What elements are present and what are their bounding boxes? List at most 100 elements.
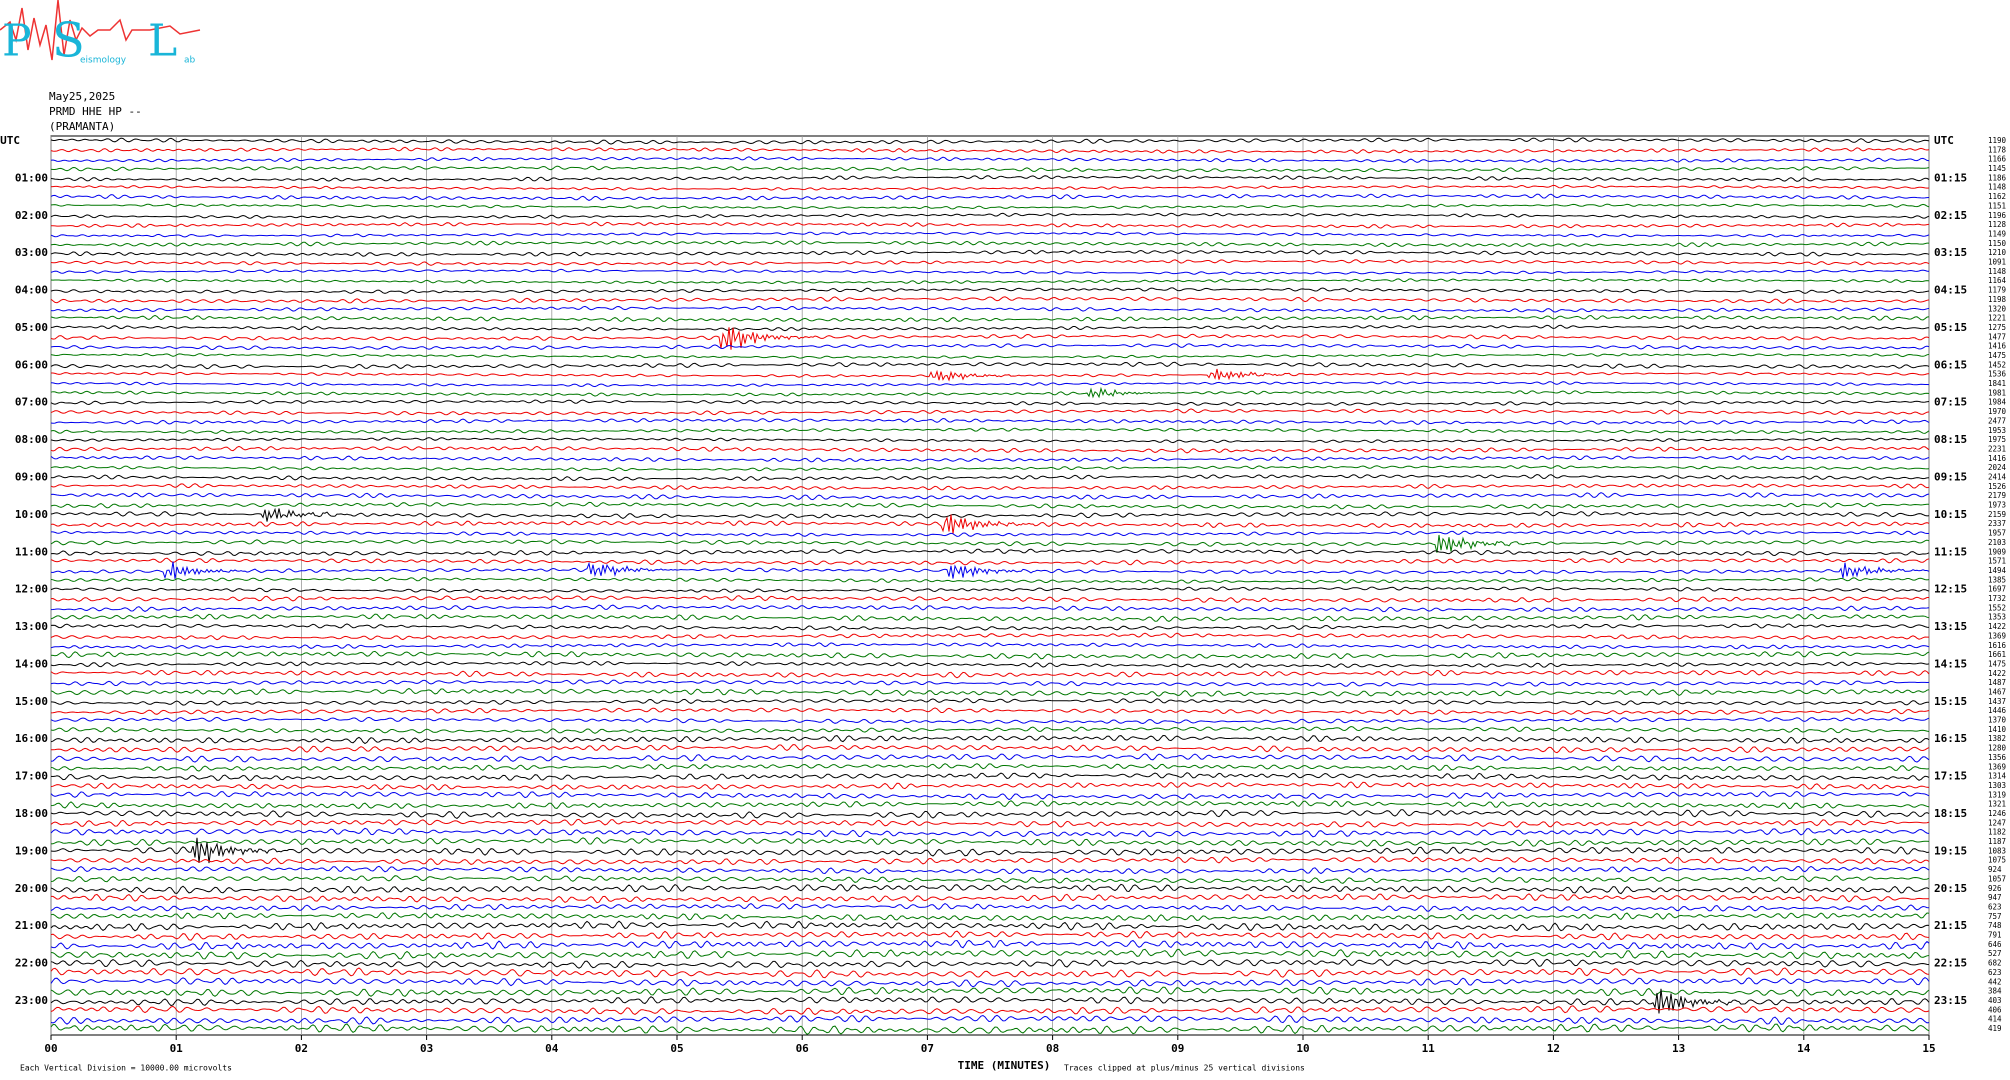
trace (50, 231, 1930, 238)
trace (50, 948, 1930, 960)
trace (50, 716, 1930, 725)
trace-value: 748 (1988, 921, 2002, 930)
trace-value: 1187 (1988, 837, 2006, 846)
left-time-label: 15:00 (15, 695, 48, 708)
trace-value: 2414 (1988, 473, 2007, 482)
trace-value: 1446 (1988, 706, 2007, 715)
trace (50, 930, 1930, 941)
trace (50, 632, 1929, 641)
trace (50, 381, 1930, 388)
trace-value: 1149 (1988, 229, 2006, 238)
trace (50, 883, 1930, 895)
trace-value: 1494 (1988, 566, 2007, 575)
trace (50, 268, 1930, 275)
trace-value: 1246 (1988, 809, 2007, 818)
trace (50, 781, 1930, 791)
trace-value: 1661 (1988, 650, 2006, 659)
trace-value: 1437 (1988, 697, 2006, 706)
trace-value: 924 (1988, 865, 2002, 874)
trace (50, 408, 1930, 416)
right-time-label: 08:15 (1934, 433, 1967, 446)
trace (50, 642, 1930, 650)
trace (50, 725, 1930, 734)
trace (50, 221, 1930, 229)
right-time-label: 09:15 (1934, 471, 1967, 484)
trace-value: 1186 (1988, 173, 2007, 182)
x-tick-label: 13 (1672, 1042, 1685, 1055)
trace-value: 2231 (1988, 444, 2006, 453)
trace-value: 1536 (1988, 370, 2007, 379)
left-time-label: UTC (0, 134, 20, 147)
trace-value: 419 (1988, 1024, 2002, 1033)
left-time-label: 07:00 (15, 396, 48, 409)
trace (50, 427, 1930, 434)
trace (50, 278, 1930, 285)
station: PRMD HHE HP -- (49, 105, 142, 118)
location: (PRAMANTA) (49, 120, 115, 133)
trace (50, 939, 1930, 951)
trace-value: 414 (1988, 1015, 2002, 1024)
trace (51, 530, 1930, 537)
right-time-label: 04:15 (1934, 284, 1967, 297)
trace-value: 1162 (1988, 192, 2006, 201)
trace-value: 1356 (1988, 753, 2007, 762)
right-time-label: 03:15 (1934, 246, 1967, 259)
trace-value: 1353 (1988, 613, 2006, 622)
trace-value: 1973 (1988, 501, 2006, 510)
trace-value: 1178 (1988, 145, 2007, 154)
right-time-label: 13:15 (1934, 620, 1967, 633)
trace (50, 800, 1930, 810)
trace (50, 698, 1929, 706)
right-time-label: 06:15 (1934, 358, 1967, 371)
trace (50, 958, 1930, 969)
trace (50, 856, 1930, 866)
x-tick-label: 12 (1547, 1042, 1560, 1055)
logo: P S L eismology ab (0, 0, 201, 69)
left-time-label: 21:00 (15, 919, 48, 932)
trace (50, 557, 1930, 566)
trace-value: 1320 (1988, 304, 2007, 313)
trace-value: 1370 (1988, 716, 2007, 725)
logo-letter: P (2, 16, 32, 67)
trace (50, 137, 1930, 145)
x-tick-label: 15 (1922, 1042, 1935, 1055)
left-time-label: 08:00 (15, 433, 48, 446)
x-tick-label: 09 (1171, 1042, 1184, 1055)
trace-value: 1416 (1988, 342, 2007, 351)
x-tick-label: 10 (1296, 1042, 1309, 1055)
trace-value: 1410 (1988, 725, 2007, 734)
trace-value: 1697 (1988, 585, 2006, 594)
trace (50, 1005, 1930, 1016)
trace (50, 193, 1930, 201)
right-time-label: 17:15 (1934, 770, 1967, 783)
trace-value: 1151 (1988, 201, 2006, 210)
trace-value: 1981 (1988, 388, 2006, 397)
right-time-label: 14:15 (1934, 657, 1967, 670)
trace-value: 1382 (1988, 734, 2006, 743)
trace-value: 1196 (1988, 211, 2007, 220)
trace (50, 327, 1930, 350)
trace-value: 1970 (1988, 407, 2007, 416)
trace (50, 399, 1930, 406)
date: May25,2025 (49, 90, 115, 103)
x-tick-label: 05 (670, 1042, 683, 1055)
trace (50, 445, 1930, 454)
trace (50, 417, 1930, 425)
right-time-label: 19:15 (1934, 844, 1967, 857)
right-time-label: 23:15 (1934, 994, 1967, 1007)
left-time-label: 16:00 (15, 732, 48, 745)
right-time-label: 11:15 (1934, 545, 1967, 558)
trace (50, 492, 1930, 501)
trace (50, 1023, 1930, 1035)
right-time-label: 21:15 (1934, 919, 1967, 932)
x-tick-label: 03 (420, 1042, 433, 1055)
trace-value: 1075 (1988, 856, 2006, 865)
trace-value: 1083 (1988, 846, 2006, 855)
trace (50, 212, 1930, 219)
trace (50, 296, 1930, 304)
trace (50, 240, 1929, 248)
trace-value: 947 (1988, 893, 2002, 902)
x-tick-label: 14 (1797, 1042, 1811, 1055)
trace (50, 809, 1930, 819)
